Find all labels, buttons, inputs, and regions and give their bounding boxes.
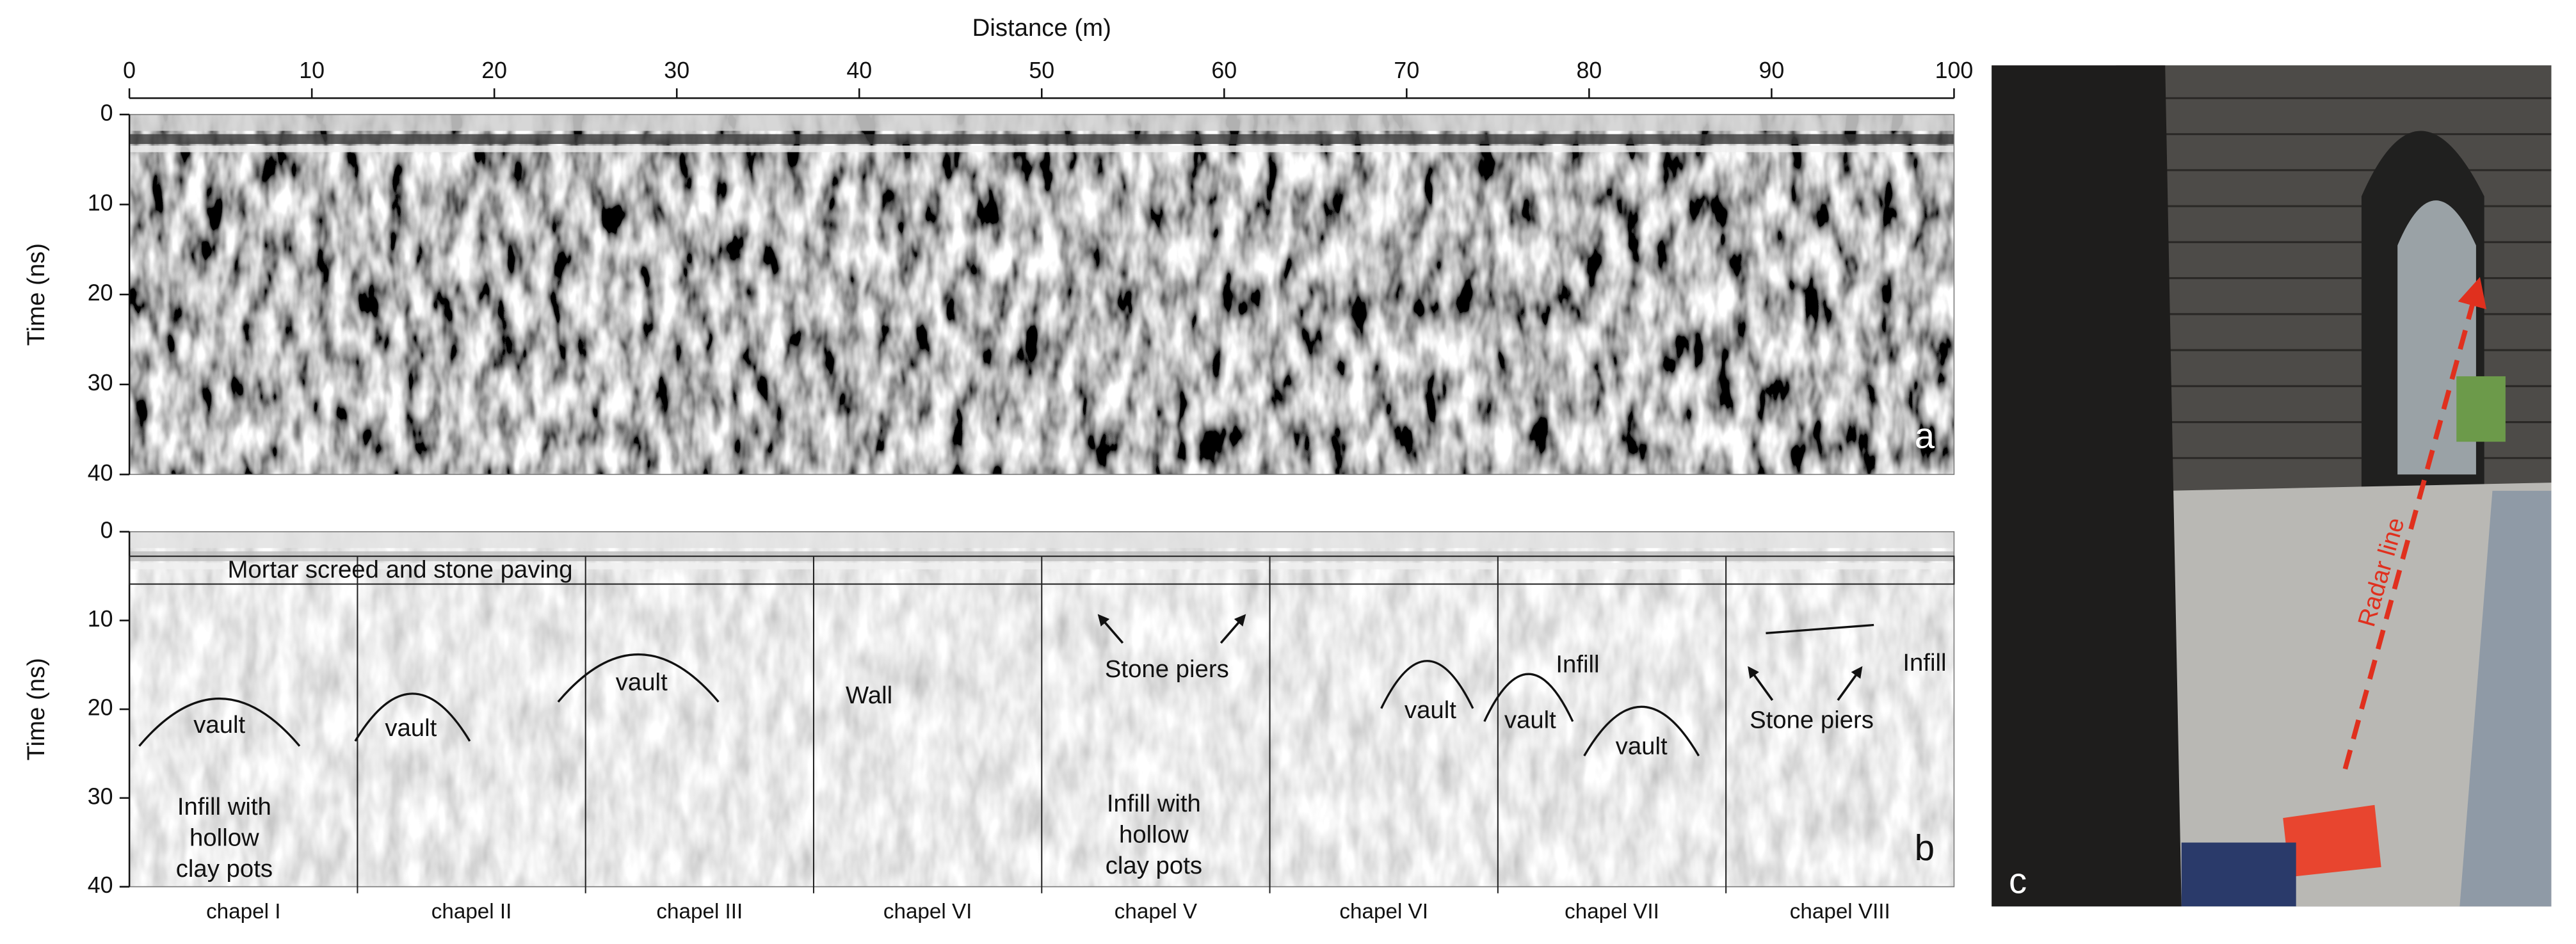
pier-arrow — [1097, 614, 1124, 644]
annotation: vault — [385, 714, 437, 742]
chapel-label: chapel III — [656, 900, 743, 924]
y-tick-label: 0 — [101, 517, 113, 543]
radar-line-arrow — [2342, 276, 2487, 770]
annotation: Stone piers — [1750, 706, 1874, 733]
annotation: Infill — [1903, 649, 1946, 676]
x-tick-label: 0 — [123, 58, 136, 83]
y-tick-label: 20 — [88, 280, 113, 306]
y-axis-label: Time (ns) — [22, 658, 50, 760]
chapel-label: chapel VIII — [1790, 900, 1890, 924]
annotation: vault — [1405, 696, 1456, 724]
y-tick-label: 10 — [88, 606, 113, 632]
panel-label: c — [2009, 860, 2027, 900]
surface-band — [129, 114, 1954, 131]
pier-arrow — [1220, 614, 1246, 644]
panel-label: a — [1915, 415, 1935, 456]
annotation: Infill with — [177, 793, 271, 820]
radargram-image — [129, 114, 1954, 475]
surface-band — [129, 531, 1954, 548]
chapel-label: chapel V — [1115, 900, 1198, 924]
annotation: Mortar screed and stone paving — [228, 556, 573, 583]
photo: Radar line c — [1992, 65, 2552, 907]
x-axis-label: Distance (m) — [972, 14, 1111, 42]
x-tick-label: 90 — [1759, 58, 1784, 83]
x-tick-label: 80 — [1576, 58, 1602, 83]
annotation: Infill with — [1107, 790, 1201, 817]
annotation: vault — [193, 711, 245, 739]
surface-band — [129, 145, 1954, 152]
panel-label: b — [1915, 828, 1935, 868]
annotation: vault — [616, 669, 668, 696]
infill-line — [1766, 623, 1874, 634]
radargram-panel — [129, 114, 1955, 476]
vault-curve — [138, 698, 301, 747]
vault-curve — [1483, 673, 1574, 723]
vault-curve — [354, 692, 471, 742]
vault-curve — [557, 653, 720, 703]
x-tick-label: 70 — [1394, 58, 1419, 83]
y-tick-label: 30 — [88, 370, 113, 396]
annotation: vault — [1616, 732, 1668, 760]
y-tick-label: 0 — [101, 100, 113, 125]
x-tick-label: 10 — [299, 58, 325, 83]
annotation: Infill — [1556, 651, 1599, 678]
vault-curve — [1380, 660, 1474, 709]
y-tick-label: 10 — [88, 190, 113, 216]
annotation: Stone piers — [1105, 655, 1229, 683]
pier-arrow — [1748, 666, 1774, 701]
surface-band — [129, 134, 1954, 144]
x-tick-label: 40 — [846, 58, 872, 83]
vault-curve — [1583, 705, 1700, 756]
y-tick-label: 20 — [88, 695, 113, 721]
annotation: hollow — [189, 824, 259, 852]
chapel-label: chapel I — [206, 900, 280, 924]
chapel-label: chapel II — [431, 900, 512, 924]
x-tick-label: 100 — [1935, 58, 1974, 83]
x-tick-label: 30 — [664, 58, 689, 83]
x-tick-label: 60 — [1211, 58, 1237, 83]
x-tick-label: 50 — [1029, 58, 1054, 83]
annotation: clay pots — [176, 855, 273, 883]
y-axis-label: Time (ns) — [22, 243, 50, 346]
y-tick-label: 30 — [88, 783, 113, 809]
chapel-label: chapel VII — [1565, 900, 1659, 924]
annotation: hollow — [1119, 820, 1189, 848]
y-tick-label: 40 — [88, 872, 113, 898]
annotation: clay pots — [1106, 852, 1202, 879]
annotation: Wall — [846, 682, 892, 709]
chapel-label: chapel VI — [1339, 900, 1428, 924]
pier-arrow — [1837, 666, 1863, 701]
y-tick-label: 40 — [88, 460, 113, 486]
annotation: vault — [1504, 706, 1556, 733]
chapel-label: chapel VI — [883, 900, 972, 924]
x-tick-label: 20 — [481, 58, 507, 83]
